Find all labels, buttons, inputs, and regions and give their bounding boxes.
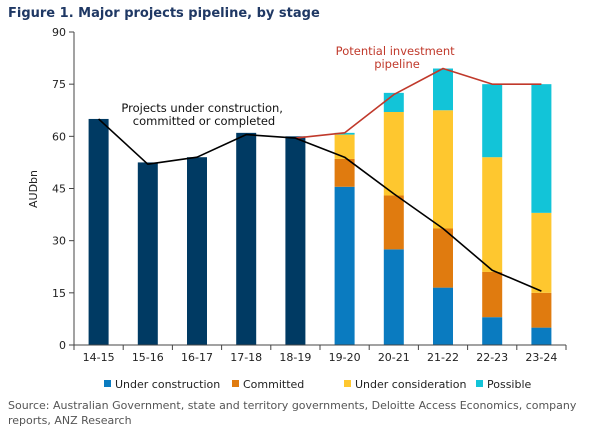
bars [88, 68, 552, 345]
bar-segment-under-consideration-20-21 [383, 111, 404, 196]
x-tick-label: 18-19 [279, 351, 311, 364]
x-tick-label: 17-18 [230, 351, 262, 364]
bar-segment-under-construction-22-23 [482, 317, 503, 345]
y-axis: 0 15 30 45 60 75 90 [52, 26, 75, 352]
potential-pipeline-line [295, 67, 542, 139]
bar-total-15-16 [137, 162, 158, 345]
legend-label: Under consideration [355, 378, 466, 391]
y-tick-label: 90 [52, 26, 66, 39]
bar-total-17-18 [236, 132, 257, 345]
bar-segment-under-construction-20-21 [383, 249, 404, 345]
pipeline-annotation-line-1: Potential investment [336, 44, 455, 58]
bar-segment-under-construction-23-24 [531, 327, 552, 345]
construction-annotation-line-2: committed or completed [133, 114, 275, 128]
bar-segment-under-construction-19-20 [334, 186, 355, 345]
legend: Under construction Committed Under conside… [104, 378, 532, 391]
legend-swatch [104, 380, 111, 387]
bar-segment-committed-20-21 [383, 195, 404, 250]
construction-line-annotation: Projects under construction, committed o… [121, 101, 286, 128]
bar-segment-under-consideration-23-24 [531, 212, 552, 293]
x-tick-label: 19-20 [329, 351, 361, 364]
legend-label: Committed [243, 378, 304, 391]
bar-segment-under-consideration-21-22 [433, 110, 453, 229]
x-tick-label: 23-24 [525, 351, 557, 364]
y-tick-label: 0 [59, 339, 66, 352]
bar-segment-under-construction-21-22 [433, 287, 453, 345]
bar-segment-committed-21-22 [433, 228, 453, 288]
y-tick-label: 30 [52, 235, 66, 248]
bar-total-16-17 [187, 157, 207, 345]
bar-segment-possible-20-21 [383, 92, 404, 112]
legend-swatch [476, 380, 483, 387]
pipeline-line-annotation: Potential investment pipeline [336, 44, 459, 71]
bar-total-18-19 [285, 136, 306, 345]
construction-committed-line [98, 118, 542, 292]
construction-annotation-line-1: Projects under construction, [121, 101, 283, 115]
legend-swatch [232, 380, 239, 387]
x-tick-label: 15-16 [132, 351, 164, 364]
figure-title: Figure 1. Major projects pipeline, by st… [8, 6, 320, 21]
bar-segment-committed-23-24 [531, 292, 552, 328]
bar-segment-possible-19-20 [334, 132, 355, 135]
bar-segment-under-consideration-19-20 [334, 134, 355, 159]
x-tick-label: 22-23 [476, 351, 508, 364]
source-note: Source: Australian Government, state and… [8, 399, 577, 427]
bar-segment-possible-22-23 [482, 84, 503, 158]
lines [98, 67, 542, 292]
x-axis: 14-15 15-16 16-17 17-18 18-19 19-20 20-21 21-22… [73, 344, 567, 364]
bar-segment-possible-21-22 [433, 68, 453, 111]
x-tick-label: 16-17 [181, 351, 213, 364]
legend-swatch [344, 380, 351, 387]
y-tick-label: 75 [52, 78, 66, 91]
bar-segment-under-consideration-22-23 [482, 157, 503, 272]
y-tick-label: 15 [52, 287, 66, 300]
pipeline-annotation-line-2: pipeline [374, 57, 420, 71]
bar-total-14-15 [88, 118, 109, 345]
bar-segment-possible-23-24 [531, 84, 552, 213]
x-tick-label: 20-21 [378, 351, 410, 364]
x-tick-label: 21-22 [427, 351, 459, 364]
x-tick-label: 14-15 [83, 351, 115, 364]
y-tick-label: 60 [52, 130, 66, 143]
bar-segment-committed-22-23 [482, 271, 503, 318]
legend-label: Possible [487, 378, 532, 391]
y-tick-label: 45 [52, 183, 66, 196]
y-axis-label: AUDbn [27, 170, 40, 208]
legend-label: Under construction [115, 378, 220, 391]
bar-segment-committed-19-20 [334, 158, 355, 187]
